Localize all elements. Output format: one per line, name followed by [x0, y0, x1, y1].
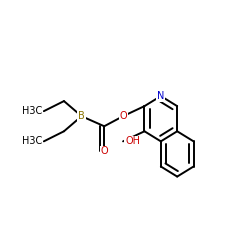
Text: O: O [100, 146, 108, 156]
Text: H3C: H3C [22, 106, 42, 116]
Text: B: B [78, 111, 85, 121]
Text: O: O [119, 111, 127, 121]
Text: H3C: H3C [22, 136, 42, 146]
Text: OH: OH [125, 136, 140, 146]
Text: N: N [157, 91, 164, 101]
